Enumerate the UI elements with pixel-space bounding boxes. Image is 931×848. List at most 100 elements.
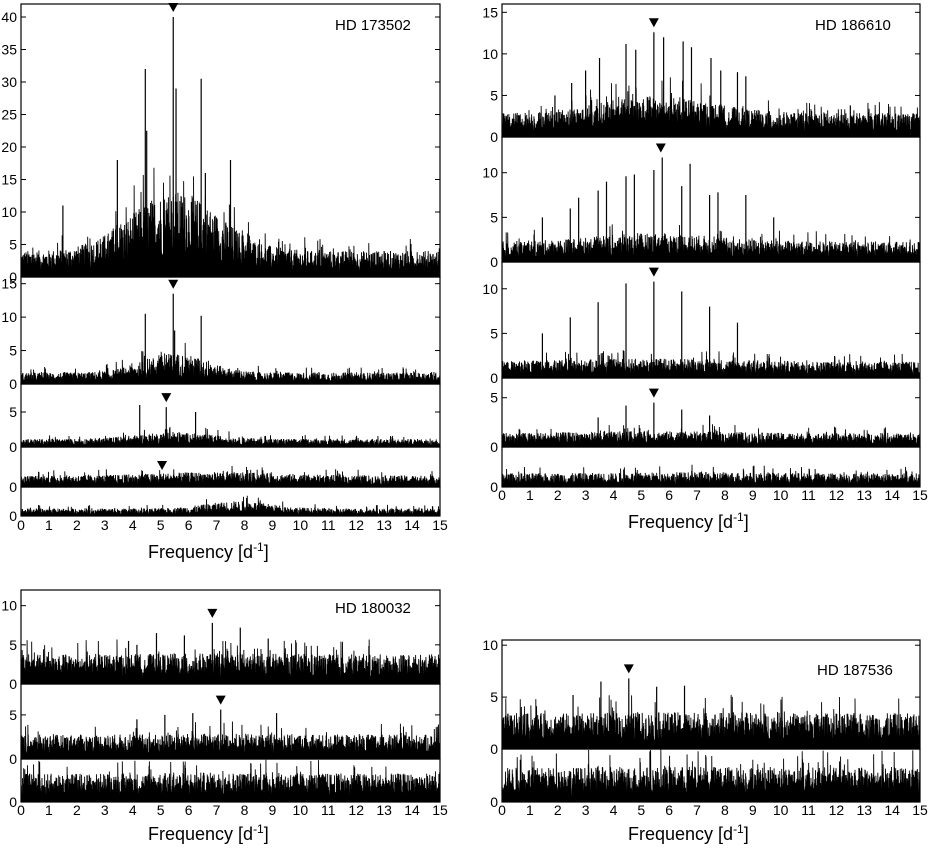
x-tick-label: 1 bbox=[526, 802, 534, 818]
x-tick-label: 12 bbox=[829, 802, 845, 818]
x-tick-label: 10 bbox=[773, 802, 789, 818]
x-tick-label: 10 bbox=[293, 802, 309, 818]
x-tick-label: 0 bbox=[17, 802, 25, 818]
x-tick-label: 9 bbox=[749, 487, 757, 503]
spectrum-line bbox=[20, 466, 441, 488]
spectrum-line bbox=[20, 759, 441, 803]
x-tick-label: 2 bbox=[73, 517, 81, 533]
y-tick-label: 5 bbox=[9, 237, 17, 253]
frequency-marker-icon bbox=[168, 3, 179, 12]
x-tick-label: 14 bbox=[404, 517, 420, 533]
spectrum-line bbox=[20, 427, 441, 448]
x-axis-title: Frequency [d-1] bbox=[148, 822, 269, 844]
panel-4: 0 bbox=[9, 446, 441, 495]
y-tick-label: 15 bbox=[1, 276, 17, 292]
x-tick-label: 14 bbox=[884, 487, 900, 503]
x-tick-label: 8 bbox=[721, 487, 729, 503]
spectrum-line bbox=[501, 350, 921, 379]
x-tick-label: 0 bbox=[498, 802, 506, 818]
x-tick-label: 13 bbox=[856, 487, 872, 503]
y-tick-label: 10 bbox=[482, 281, 498, 297]
y-tick-label: 10 bbox=[1, 204, 17, 220]
y-tick-label: 5 bbox=[490, 325, 498, 341]
x-tick-label: 3 bbox=[582, 802, 590, 818]
y-tick-label: 15 bbox=[1, 172, 17, 188]
y-tick-label: 5 bbox=[9, 637, 17, 653]
x-tick-label: 5 bbox=[157, 517, 165, 533]
y-tick-label: 0 bbox=[9, 794, 17, 810]
x-tick-label: 7 bbox=[213, 517, 221, 533]
y-tick-label: 10 bbox=[482, 637, 498, 653]
y-tick-label: 0 bbox=[9, 676, 17, 692]
x-tick-label: 9 bbox=[269, 802, 277, 818]
frequency-marker-icon bbox=[623, 664, 634, 674]
y-tick-label: 20 bbox=[1, 139, 17, 155]
x-tick-label: 8 bbox=[241, 517, 249, 533]
spectrum-line bbox=[501, 424, 921, 448]
star-label: HD 187536 bbox=[817, 662, 893, 679]
x-tick-label: 15 bbox=[912, 802, 928, 818]
frequency-marker-icon bbox=[648, 18, 659, 28]
chart-hd173502: HD 173502 Frequency [d-1] bbox=[148, 17, 411, 562]
y-tick-label: 0 bbox=[490, 129, 498, 145]
x-tick-label: 0 bbox=[498, 487, 506, 503]
star-label: HD 173502 bbox=[335, 17, 411, 34]
y-tick-label: 5 bbox=[9, 343, 17, 359]
y-tick-label: 0 bbox=[490, 370, 498, 386]
x-tick-label: 2 bbox=[554, 487, 562, 503]
y-tick-label: 25 bbox=[1, 107, 17, 123]
x-tick-label: 7 bbox=[693, 802, 701, 818]
spectrum-line bbox=[501, 464, 921, 488]
y-tick-label: 40 bbox=[1, 9, 17, 25]
x-tick-label: 3 bbox=[101, 802, 109, 818]
frequency-marker-icon bbox=[215, 695, 226, 705]
x-tick-label: 6 bbox=[665, 487, 673, 503]
spectrum-line bbox=[20, 342, 441, 385]
y-tick-label: 10 bbox=[1, 309, 17, 325]
spectrum-line bbox=[20, 495, 441, 517]
spectrum-line bbox=[20, 721, 441, 760]
x-tick-label: 2 bbox=[73, 802, 81, 818]
x-tick-label: 5 bbox=[637, 487, 645, 503]
y-tick-label: 0 bbox=[490, 741, 498, 757]
x-tick-label: 13 bbox=[376, 517, 392, 533]
y-tick-label: 0 bbox=[9, 751, 17, 767]
spectrum-line bbox=[20, 639, 441, 685]
x-tick-label: 10 bbox=[773, 487, 789, 503]
star-label: HD 180032 bbox=[335, 600, 411, 617]
panel-5: 0 bbox=[490, 446, 921, 495]
x-tick-label: 15 bbox=[912, 487, 928, 503]
x-tick-label: 14 bbox=[884, 802, 900, 818]
y-tick-label: 0 bbox=[9, 479, 17, 495]
y-tick-label: 0 bbox=[9, 508, 17, 524]
y-tick-label: 35 bbox=[1, 42, 17, 58]
chart-hd187536: HD 187536 Frequency [d-1] bbox=[628, 662, 893, 844]
y-tick-label: 0 bbox=[9, 269, 17, 285]
x-tick-label: 4 bbox=[610, 487, 618, 503]
panel-frame bbox=[20, 276, 441, 385]
x-tick-label: 15 bbox=[432, 517, 448, 533]
x-tick-label: 8 bbox=[721, 802, 729, 818]
x-tick-label: 14 bbox=[404, 802, 420, 818]
chart-hd186610: HD 186610 Frequency [d-1] bbox=[628, 17, 891, 532]
panel-3: 0 bbox=[9, 758, 441, 810]
panel-1: 0 5 10 15 bbox=[482, 3, 921, 145]
y-tick-label: 0 bbox=[490, 794, 498, 810]
x-tick-label: 1 bbox=[45, 802, 53, 818]
x-tick-label: 4 bbox=[129, 517, 137, 533]
x-tick-label: 2 bbox=[554, 802, 562, 818]
x-tick-label: 12 bbox=[348, 517, 364, 533]
spectrum-line bbox=[501, 749, 921, 803]
x-axis-title: Frequency [d-1] bbox=[628, 510, 749, 532]
panel-frame bbox=[20, 486, 441, 517]
x-tick-label: 7 bbox=[693, 487, 701, 503]
y-tick-label: 0 bbox=[9, 439, 17, 455]
panel-1: 0 5 10 bbox=[482, 637, 921, 757]
y-tick-label: 5 bbox=[490, 390, 498, 406]
x-tick-label: 1 bbox=[526, 487, 534, 503]
x-tick-label: 6 bbox=[185, 802, 193, 818]
panel-2: 0 bbox=[490, 748, 921, 810]
